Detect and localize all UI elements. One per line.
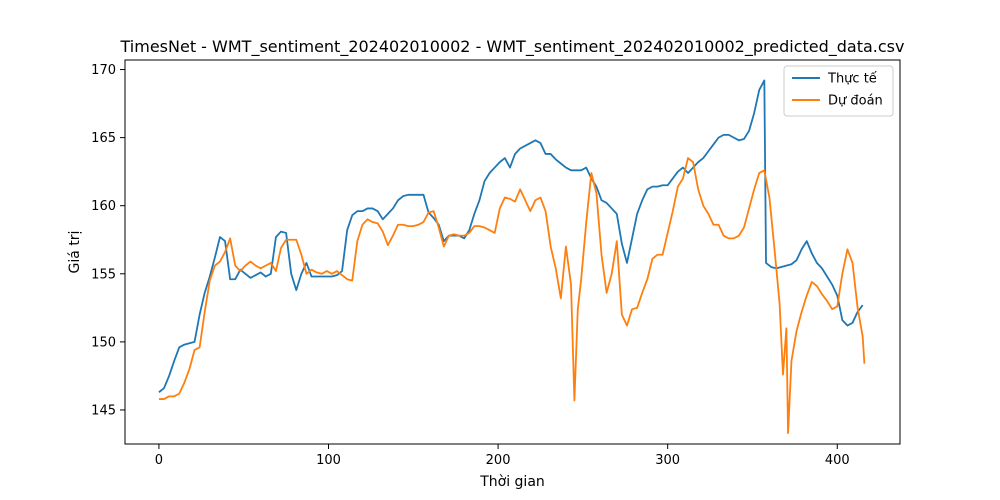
legend-label-predicted: Dự đoán — [828, 94, 883, 109]
x-tick-label: 300 — [655, 453, 680, 468]
chart-title: TimesNet - WMT_sentiment_202402010002 - … — [120, 37, 905, 57]
y-tick-label: 155 — [91, 267, 116, 282]
legend-label-actual: Thực tế — [827, 72, 877, 87]
y-tick-label: 160 — [91, 199, 116, 214]
x-tick-label: 200 — [486, 453, 511, 468]
plot-frame — [124, 59, 901, 445]
legend: Thực tế Dự đoán — [783, 65, 894, 117]
y-tick-label: 170 — [91, 63, 116, 78]
y-tick-label: 145 — [91, 403, 116, 418]
y-tick-label: 165 — [91, 131, 116, 146]
x-tick-label: 400 — [825, 453, 850, 468]
plot-area — [125, 60, 900, 444]
x-tick-label: 100 — [316, 453, 341, 468]
x-axis-label: Thời gian — [479, 474, 545, 490]
y-axis-label: Giá trị — [67, 231, 83, 274]
y-axis: 145 150 155 160 165 170 — [91, 63, 125, 418]
y-tick-label: 150 — [91, 335, 116, 350]
x-tick-label: 0 — [155, 453, 163, 468]
series-layer — [158, 79, 866, 435]
series-line-predicted — [158, 157, 866, 435]
series-line-actual — [158, 79, 864, 393]
x-axis: 0 100 200 300 400 — [155, 444, 850, 468]
